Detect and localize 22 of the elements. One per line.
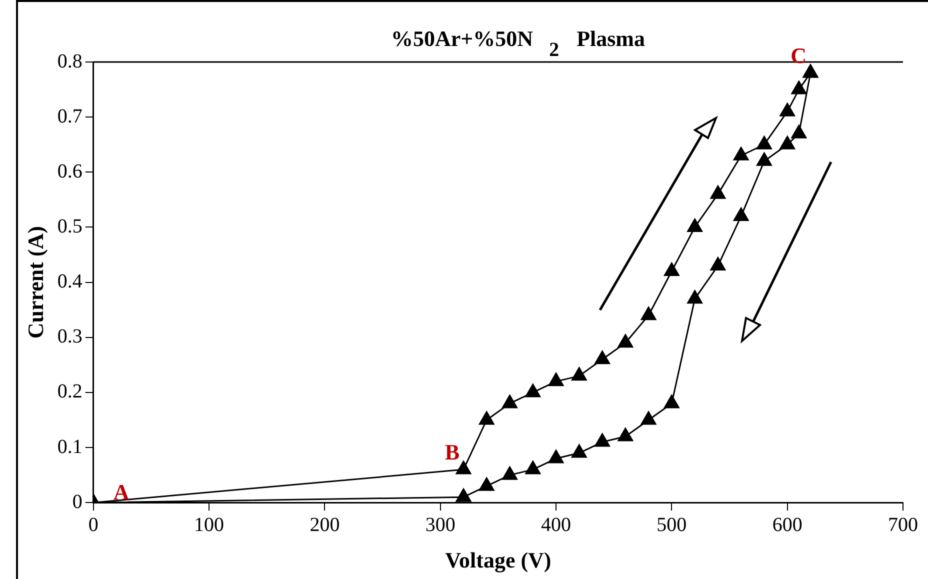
x-tick-label: 300: [425, 514, 456, 536]
annotation: B: [444, 440, 460, 465]
x-tick-label: 0: [88, 514, 98, 536]
y-tick-label: 0: [72, 490, 82, 513]
annotation: A: [113, 480, 130, 505]
x-tick-label: 200: [310, 514, 340, 536]
y-tick-label: 0.3: [57, 326, 82, 348]
y-tick-label: 0.8: [57, 50, 82, 72]
y-tick-label: 0.1: [57, 436, 82, 458]
x-tick-label: 400: [541, 514, 572, 536]
x-tick-label: 700: [888, 514, 918, 536]
x-axis-title: Voltage (V): [445, 547, 552, 572]
x-tick-label: 600: [772, 514, 802, 536]
y-axis-title: Current (A): [22, 226, 48, 339]
annotation: C: [790, 43, 806, 68]
y-tick-label: 0.5: [57, 215, 82, 238]
y-tick-label: 0.2: [57, 380, 82, 403]
y-tick-label: 0.4: [57, 270, 82, 293]
x-tick-label: 100: [194, 514, 224, 536]
y-tick-label: 0.6: [57, 160, 82, 182]
y-tick-label: 0.7: [57, 105, 82, 128]
x-tick-label: 500: [656, 514, 687, 536]
